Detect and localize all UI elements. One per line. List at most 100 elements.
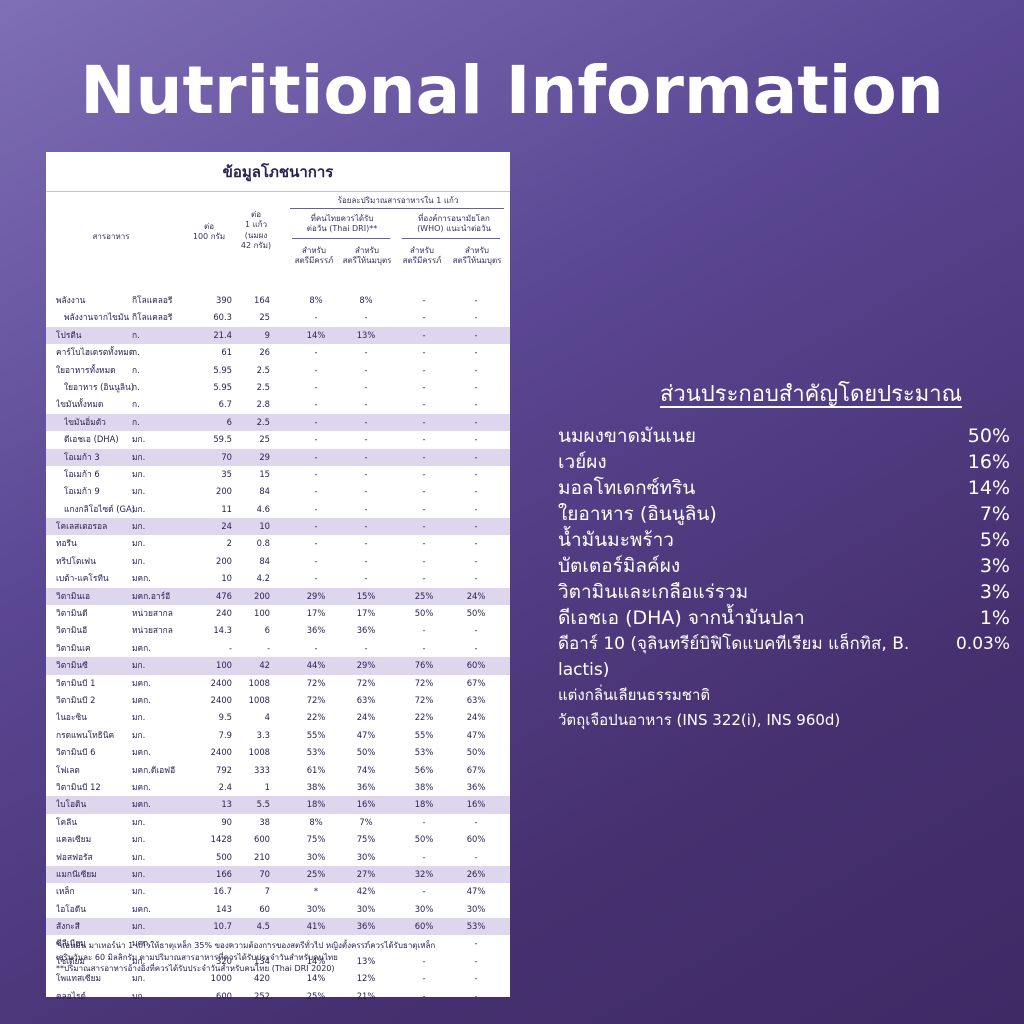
per-glass: 3.3	[256, 729, 270, 740]
footnote-1: *แอนมัน มาเทอร์น่า 1 แก้วให้ธาตุเหล็ก 35…	[56, 941, 436, 950]
thai-dri-lactating: 74%	[356, 764, 376, 775]
table-row: ไนอะซิน มก. 9.5 4 22% 24% 22% 24%	[46, 709, 510, 726]
who-pregnant: 60%	[414, 921, 434, 932]
thai-dri-lactating: -	[364, 642, 368, 653]
table-row: ทอรีน มก. 2 0.8 - - - -	[46, 535, 510, 552]
thai-dri-lactating: 63%	[356, 694, 376, 705]
who-pregnant: 38%	[414, 781, 434, 792]
who-lactating: -	[474, 451, 478, 462]
thai-dri-pregnant: 25%	[306, 868, 326, 879]
unit: มคก.	[132, 747, 151, 758]
thai-dri-lactating: 75%	[356, 834, 376, 845]
who-lactating: -	[474, 555, 478, 566]
nutrient-name: วิตามินบี 2	[56, 694, 96, 705]
per-100g: 21.4	[213, 329, 232, 340]
per-100g: 500	[216, 851, 232, 862]
thai-dri-lactating: 30%	[356, 851, 376, 862]
nutrient-name: แกงกลิโอไซด์ (GA)	[64, 503, 136, 514]
unit: มก.	[132, 973, 146, 984]
ingredient-name: นมผงขาดมันเนย	[558, 425, 697, 447]
thai-dri-lactating: 50%	[356, 747, 376, 758]
per-glass: -	[266, 938, 270, 949]
per-100g: -	[228, 642, 232, 653]
per-glass: 84	[259, 486, 270, 497]
unit: มก.	[132, 955, 146, 966]
who-lactating: 60%	[466, 834, 486, 845]
unit: มก.	[132, 660, 146, 671]
unit: ก.	[132, 329, 140, 340]
who-pregnant: 32%	[414, 868, 434, 879]
nutrient-name: ฟอสฟอรัส	[56, 851, 93, 862]
per-glass: 70	[259, 868, 270, 879]
thai-dri-lactating: -	[364, 434, 368, 445]
per-100g: 10	[221, 573, 232, 584]
who-lactating: -	[474, 486, 478, 497]
per-glass: 29	[259, 451, 270, 462]
header-per-glass: ต่อ 1 แก้ว (นมผง 42 กรัม)	[240, 210, 272, 251]
thai-dri-lactating: -	[364, 347, 368, 358]
who-pregnant: -	[422, 886, 426, 897]
table-row: วิตามินบี 12 มคก. 2.4 1 38% 36% 38% 36%	[46, 779, 510, 796]
thai-dri-lactating: -	[364, 938, 368, 949]
table-row: ไอโอดีน มคก. 143 60 30% 30% 30% 30%	[46, 901, 510, 918]
per-100g: 2400	[210, 694, 232, 705]
nutrient-name: ไขมันอิ่มตัว	[64, 416, 106, 427]
who-lactating: -	[474, 295, 478, 305]
table-row: โพแทสเซียม มก. 1000 420 14% 12% - -	[46, 970, 510, 987]
thai-dri-pregnant: -	[314, 555, 318, 566]
nutrient-name: ใยอาหาร (อินนูลิน)	[64, 381, 134, 392]
ingredient-row: วิตามินและเกลือแร่รวม 3%	[558, 579, 1010, 605]
unit: มก.	[132, 729, 146, 740]
nutrient-name: พลังงานจากไขมัน	[64, 312, 130, 323]
nutrition-rows: พลังงาน กิโลแคลอรี 390 164 8% 8% - - พลังงานจากไ…	[46, 292, 510, 1005]
who-lactating: -	[474, 364, 478, 375]
ingredient-percent: 14%	[967, 477, 1010, 499]
per-glass: 2.5	[256, 381, 270, 392]
who-lactating: 24%	[466, 712, 486, 723]
thai-dri-lactating: 7%	[359, 816, 373, 827]
ingredient-name: ใยอาหาร (อินนูลิน)	[558, 503, 717, 525]
thai-dri-pregnant: -	[314, 538, 318, 549]
per-glass: 134	[254, 955, 270, 966]
who-pregnant: -	[422, 468, 426, 479]
ingredient-percent: 5%	[979, 529, 1010, 551]
nutrient-name: โฟเลต	[56, 764, 80, 775]
ingredient-name: วิตามินและเกลือแร่รวม	[558, 581, 749, 603]
thai-dri-lactating: 29%	[356, 660, 376, 671]
table-row: วิตามินบี 6 มคก. 2400 1008 53% 50% 53% 50%	[46, 744, 510, 761]
ingredient-row: เวย์ผง 16%	[558, 449, 1010, 475]
unit: มก.	[132, 921, 146, 932]
who-pregnant: -	[422, 625, 426, 636]
nutrient-name: วิตามินดี	[56, 608, 88, 619]
per-100g: 9.5	[218, 712, 232, 723]
per-glass: 1008	[248, 694, 270, 705]
page-title: Nutritional Information	[80, 52, 944, 129]
unit: หน่วยสากล	[132, 625, 173, 636]
who-pregnant: -	[422, 642, 426, 653]
unit: มก.	[132, 538, 146, 549]
table-row: แคลเซียม มก. 1428 600 75% 75% 50% 60%	[46, 831, 510, 848]
who-pregnant: -	[422, 938, 426, 949]
table-row: ไบโอติน มคก. 13 5.5 18% 16% 18% 16%	[46, 796, 510, 814]
footnote-2: เสริมวันละ 60 มิลลิกรัม ตามปริมาณสารอาหา…	[56, 952, 338, 962]
thai-dri-lactating: -	[364, 312, 368, 323]
nutrient-name: โอเมก้า 9	[64, 486, 100, 497]
who-lactating: -	[474, 538, 478, 549]
thai-dri-pregnant: 14%	[306, 973, 326, 984]
who-pregnant: -	[422, 312, 426, 323]
unit: มคก.	[132, 573, 151, 584]
who-lactating: 26%	[466, 868, 486, 879]
table-row: โซเดียม มก. 320 134 14% 13% - -	[46, 953, 510, 970]
thai-dri-pregnant: -	[314, 347, 318, 358]
per-glass: 42	[259, 660, 270, 671]
thai-dri-pregnant: 44%	[306, 660, 326, 671]
who-lactating: 63%	[466, 694, 486, 705]
thai-dri-lactating: 72%	[356, 677, 376, 688]
who-lactating: -	[474, 851, 478, 862]
header-percent: ร้อยละปริมาณสารอาหารใน 1 แก้ว	[337, 196, 459, 205]
who-lactating: -	[474, 312, 478, 323]
per-100g: 600	[216, 990, 232, 1001]
per-100g: 61	[221, 347, 232, 358]
per-glass: 84	[259, 555, 270, 566]
nutrient-name: สังกะสี	[56, 921, 80, 932]
